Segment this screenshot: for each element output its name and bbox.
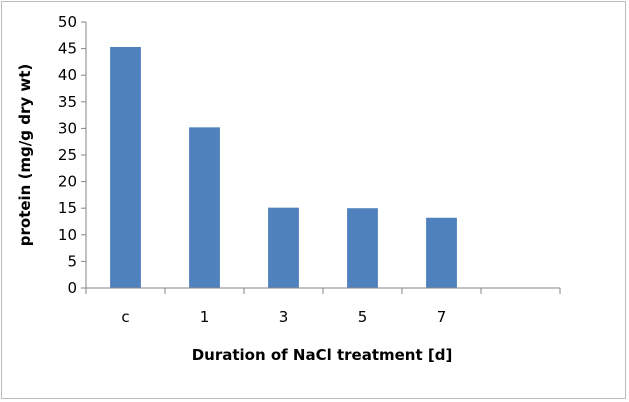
bar-5 <box>347 208 378 288</box>
y-tick-label: 30 <box>58 119 77 137</box>
y-tick-label: 50 <box>58 13 77 31</box>
y-tick-label: 5 <box>67 252 77 270</box>
y-tick-label: 0 <box>67 279 77 297</box>
y-axis-title: protein (mg/g dry wt) <box>16 64 34 247</box>
y-tick-label: 40 <box>58 66 77 84</box>
x-tick-label: 5 <box>358 308 368 326</box>
x-tick-label: c <box>121 308 129 326</box>
bar-c <box>110 47 141 289</box>
y-tick-label: 10 <box>58 226 77 244</box>
y-axis-ticks: 0 5 10 15 20 25 30 35 40 45 50 <box>58 13 86 297</box>
x-tick-label: 7 <box>437 308 447 326</box>
bars <box>110 47 457 289</box>
y-tick-label: 15 <box>58 199 77 217</box>
y-tick-label: 25 <box>58 146 77 164</box>
y-tick-label: 20 <box>58 173 77 191</box>
bar-3 <box>268 207 299 288</box>
x-tick-label: 3 <box>279 308 289 326</box>
x-axis-ticks: c 1 3 5 7 <box>85 288 561 326</box>
y-tick-label: 45 <box>58 40 77 58</box>
x-axis-title: Duration of NaCl treatment [d] <box>192 346 453 364</box>
bar-7 <box>426 217 457 288</box>
x-tick-label: 1 <box>200 308 210 326</box>
y-tick-label: 35 <box>58 93 77 111</box>
bar-1 <box>189 127 220 288</box>
